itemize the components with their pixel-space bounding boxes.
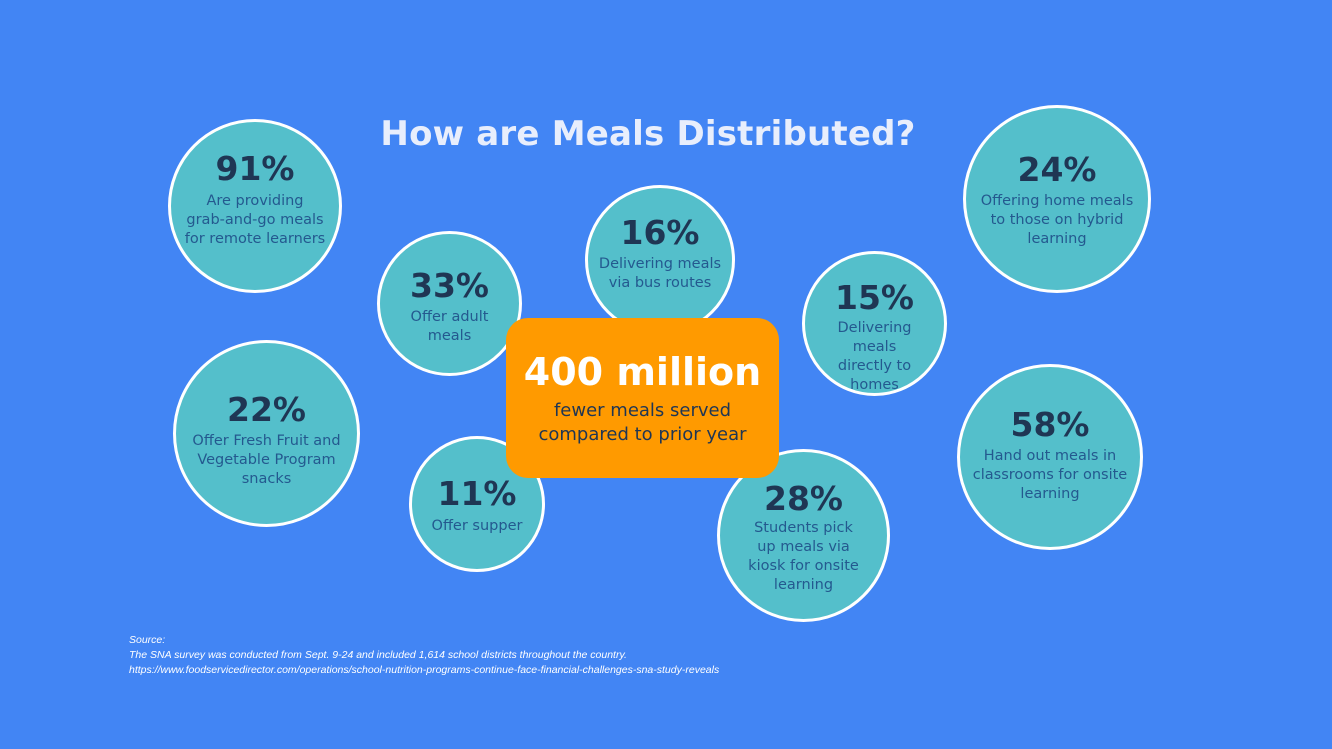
stat-description: Offer adult meals (410, 309, 489, 344)
stat-percent: 58% (1010, 405, 1090, 444)
stat-description: Hand out meals in classrooms for onsite … (972, 448, 1128, 502)
source-survey-text: The SNA survey was conducted from Sept. … (129, 649, 627, 661)
stat-description: Are providing grab-and-go meals for remo… (184, 193, 326, 247)
stat-bubble-bus-routes: 16% Delivering meals via bus routes (585, 185, 735, 335)
stat-percent: 24% (1017, 150, 1097, 189)
stat-description: Offer supper (431, 518, 523, 534)
stat-description: Offer Fresh Fruit and Vegetable Program … (192, 433, 341, 487)
source-url: https://www.foodservicedirector.com/oper… (129, 664, 720, 676)
stat-percent: 22% (227, 390, 306, 429)
stat-percent: 91% (215, 149, 295, 188)
stat-percent: 15% (835, 278, 914, 317)
stat-bubble-classroom-meals: 58% Hand out meals in classrooms for ons… (957, 364, 1143, 550)
headline-stat-description: fewer meals served compared to prior yea… (538, 400, 747, 445)
source-note: Source: The SNA survey was conducted fro… (129, 633, 719, 678)
stat-description: Students pick up meals via kiosk for ons… (748, 520, 859, 593)
source-label: Source: (129, 634, 166, 646)
headline-stat-card: 400 million fewer meals served compared … (506, 318, 779, 478)
stat-percent: 11% (437, 474, 517, 513)
stat-description: Delivering meals directly to homes (837, 320, 912, 393)
stat-bubble-hybrid-home-meals: 24% Offering home meals to those on hybr… (963, 105, 1151, 293)
stat-percent: 16% (620, 213, 700, 252)
stat-bubble-grab-and-go: 91% Are providing grab-and-go meals for … (168, 119, 342, 293)
stat-bubble-adult-meals: 33% Offer adult meals (377, 231, 522, 376)
stat-description: Offering home meals to those on hybrid l… (980, 193, 1134, 247)
stat-percent: 28% (764, 479, 843, 518)
stat-percent: 33% (410, 266, 489, 305)
headline-stat-value: 400 million (523, 350, 762, 394)
page-title: How are Meals Distributed? (380, 114, 916, 154)
stat-description: Delivering meals via bus routes (598, 256, 722, 291)
stat-bubble-home-delivery: 15% Delivering meals directly to homes (802, 251, 947, 396)
stat-bubble-fresh-fruit: 22% Offer Fresh Fruit and Vegetable Prog… (173, 340, 360, 527)
